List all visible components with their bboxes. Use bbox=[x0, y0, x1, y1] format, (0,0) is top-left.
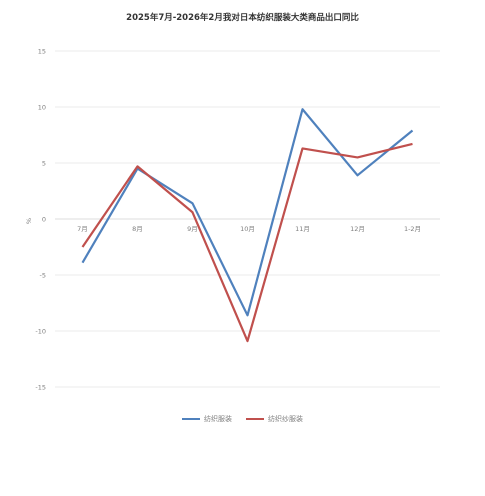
legend-item: 纺织服装 bbox=[182, 414, 232, 424]
series-line bbox=[81, 142, 413, 343]
y-tick-label: -10 bbox=[35, 327, 46, 335]
y-tick-label: 15 bbox=[38, 47, 46, 55]
legend-item: 纺织纱服装 bbox=[246, 414, 303, 424]
gridlines bbox=[55, 50, 440, 388]
y-tick-label: 10 bbox=[38, 103, 46, 111]
x-tick-label: 12月 bbox=[350, 225, 365, 233]
legend-label: 纺织纱服装 bbox=[268, 415, 303, 423]
y-tick-label: 0 bbox=[42, 215, 46, 223]
x-tick-label: 1-2月 bbox=[404, 225, 421, 233]
x-tick-label: 11月 bbox=[295, 225, 310, 233]
chart-title: 2025年7月-2026年2月我对日本纺织服装大类商品出口同比 bbox=[126, 13, 359, 23]
x-tick-label: 7月 bbox=[77, 225, 88, 233]
series-line bbox=[81, 108, 414, 317]
y-axis-ticks: 15 10 5 0 -5 -10 -15 bbox=[35, 47, 46, 391]
x-tick-label: 9月 bbox=[187, 225, 198, 233]
series-lines bbox=[81, 108, 414, 343]
y-tick-label: -15 bbox=[35, 383, 46, 391]
y-axis-label: % bbox=[25, 218, 33, 224]
legend-label: 纺织服装 bbox=[204, 415, 232, 423]
x-tick-label: 10月 bbox=[240, 225, 255, 233]
y-tick-label: 5 bbox=[42, 159, 46, 167]
legend: 纺织服装 纺织纱服装 bbox=[0, 414, 485, 424]
y-tick-label: -5 bbox=[40, 271, 46, 279]
x-axis-ticks: 7月 8月 9月 10月 11月 12月 1-2月 bbox=[77, 225, 421, 233]
x-tick-label: 8月 bbox=[132, 225, 143, 233]
legend-swatch bbox=[246, 418, 264, 420]
legend-swatch bbox=[182, 418, 200, 420]
